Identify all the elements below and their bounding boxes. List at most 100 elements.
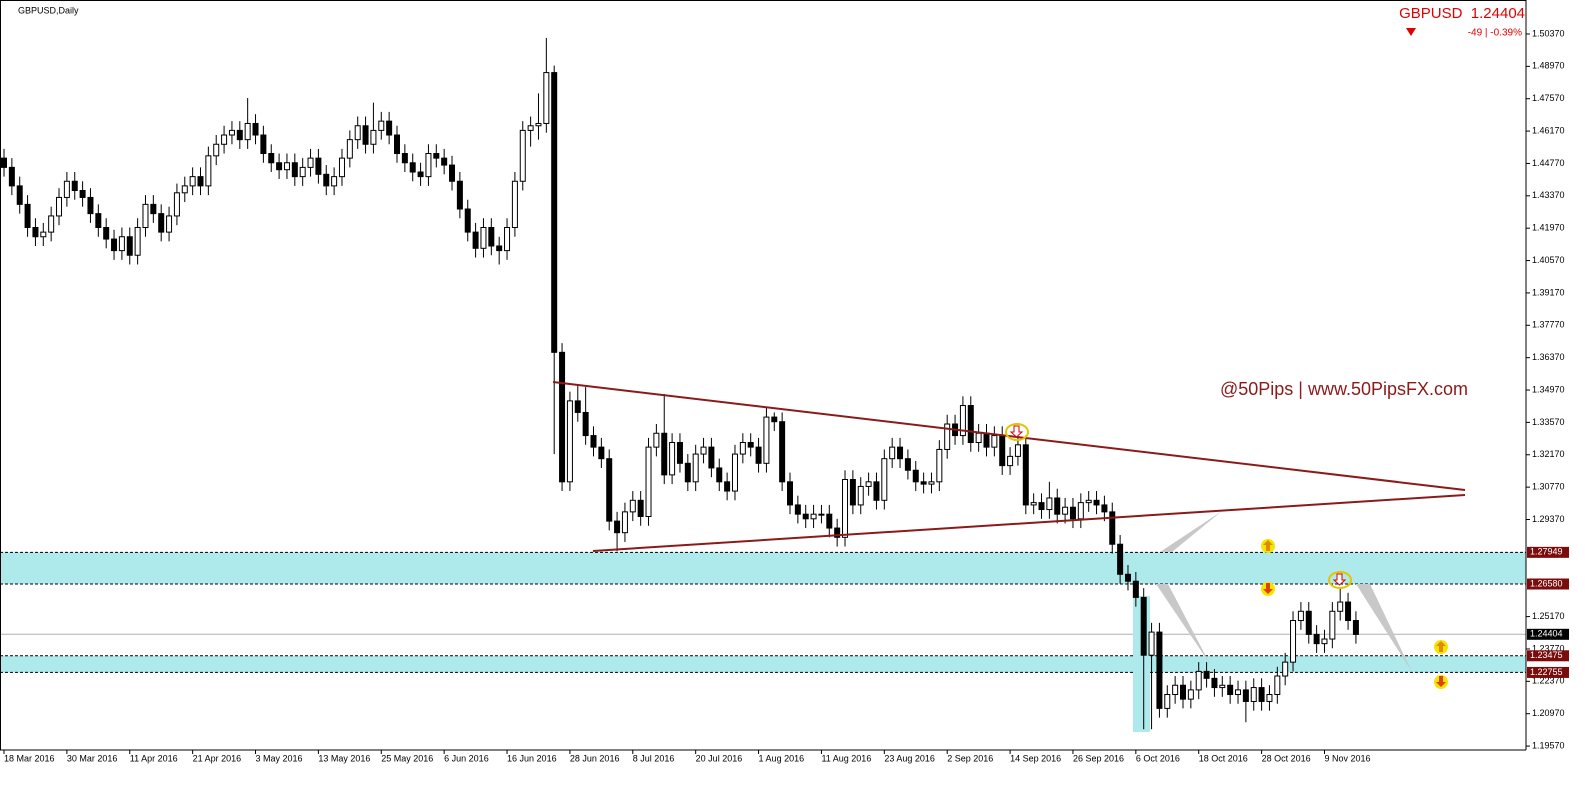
up-arrow [1263, 540, 1273, 551]
x-tick-label: 21 Apr 2016 [193, 753, 242, 763]
level-label: 1.24404 [1530, 629, 1563, 639]
candle-body [134, 226, 141, 256]
y-tick-label: 1.30770 [1532, 482, 1565, 492]
candle-body [889, 446, 896, 460]
candle-body [331, 176, 338, 187]
candle-body [975, 432, 982, 444]
candle-body [810, 513, 817, 520]
candles [1, 37, 1359, 730]
candle-body [291, 162, 298, 178]
candle-body [472, 231, 479, 249]
candle-body [1022, 444, 1029, 506]
y-tick-label: 1.33570 [1532, 417, 1565, 427]
candle-body [456, 180, 463, 210]
candle-body [1, 157, 7, 168]
candle-body [676, 442, 683, 464]
quote: GBPUSD 1.24404 [1399, 5, 1525, 22]
candle-body [1109, 511, 1116, 545]
x-tick-label: 11 Aug 2016 [821, 753, 871, 763]
candle-body [323, 173, 330, 187]
y-tick-label: 1.44770 [1532, 158, 1565, 168]
candle-body [826, 513, 833, 529]
candle-body [559, 351, 566, 483]
x-tick-label: 13 May 2016 [318, 753, 370, 763]
candle-body [527, 125, 534, 131]
candle-body [1085, 499, 1092, 504]
candle-body [661, 432, 668, 476]
candle-body [425, 153, 432, 178]
candle-body [1297, 610, 1304, 622]
y-tick-label: 1.29370 [1532, 514, 1565, 524]
level-label: 1.26580 [1530, 578, 1563, 588]
candle-body [936, 448, 943, 483]
candle-body [1337, 601, 1344, 612]
candle-body [221, 134, 228, 145]
candle-body [991, 435, 998, 448]
x-tick-label: 1 Aug 2016 [759, 753, 805, 763]
candle-body [645, 446, 652, 517]
overlay: @50Pips | www.50PipsFX.com GBPUSD,Daily … [18, 5, 1525, 689]
candle-body [716, 467, 723, 483]
x-tick-label: 2 Sep 2016 [947, 753, 993, 763]
candle-body [669, 442, 676, 476]
candle-body [95, 213, 102, 228]
candle-body [417, 171, 424, 178]
candle-body [189, 176, 196, 187]
candle-body [511, 180, 518, 228]
candle-body [1274, 675, 1281, 696]
candle-body [158, 213, 165, 233]
candle-body [857, 485, 864, 506]
x-tick-label: 28 Jun 2016 [570, 753, 620, 763]
candle-body [236, 129, 243, 141]
candle-body [409, 162, 416, 173]
candle-body [8, 166, 15, 187]
candle-body [1180, 684, 1186, 700]
y-tick-label: 1.25170 [1532, 611, 1565, 621]
candle-body [1069, 506, 1076, 520]
candle-body [1219, 684, 1226, 689]
candle-body [87, 196, 94, 215]
candle-body [1093, 499, 1100, 506]
candle-body [1235, 689, 1242, 696]
candle-body [920, 481, 927, 485]
candle-body [338, 157, 345, 178]
candle-body [213, 143, 220, 157]
candle-body [260, 134, 267, 155]
highlight-circle [1328, 571, 1352, 589]
candle-body [794, 504, 801, 515]
y-tick-label: 1.36370 [1532, 352, 1565, 362]
shadow-arrow [1160, 511, 1222, 552]
candle-body [944, 423, 951, 450]
level-box [1527, 650, 1569, 662]
candle-body [370, 129, 377, 145]
candle-body [1014, 444, 1021, 457]
candle-body [731, 453, 738, 492]
candle-body [519, 129, 526, 182]
candle-body [802, 513, 809, 520]
candle-body [1329, 610, 1336, 640]
candle-body [1352, 620, 1359, 635]
candle-body [1038, 502, 1045, 511]
candle-body [755, 446, 762, 464]
candle-body [40, 231, 47, 238]
candle-body [504, 226, 511, 252]
candle-body [71, 180, 78, 192]
x-tick-label: 30 Mar 2016 [67, 753, 118, 763]
down-indicator [1406, 28, 1416, 36]
candle-body [849, 479, 856, 506]
candle-body [464, 208, 471, 233]
x-tick-label: 28 Oct 2016 [1262, 753, 1311, 763]
level-box [1527, 628, 1569, 640]
candle-body [535, 122, 542, 127]
candle-body [865, 481, 872, 487]
down-arrow [1263, 583, 1273, 594]
candle-body [276, 162, 283, 171]
candle-body [787, 481, 793, 506]
candle-body [16, 185, 23, 205]
candle-body [1321, 638, 1328, 645]
candle-body [1054, 497, 1061, 515]
y-tick-label: 1.48970 [1532, 61, 1565, 71]
